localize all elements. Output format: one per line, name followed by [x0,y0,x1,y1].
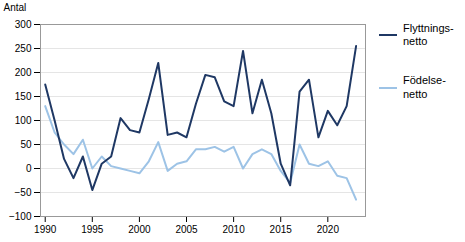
svg-text:2005: 2005 [175,224,198,235]
svg-text:200: 200 [15,67,32,78]
svg-text:250: 250 [15,43,32,54]
svg-text:150: 150 [15,91,32,102]
svg-text:100: 100 [15,115,32,126]
svg-text:1990: 1990 [34,224,57,235]
html-text:Födelse- netto: Födelse- netto [403,74,446,100]
svg-text:300: 300 [15,19,32,30]
html-text:Flyttnings- netto: Flyttnings- netto [403,22,454,48]
svg-text:−50: −50 [15,187,32,198]
svg-text:50: 50 [20,139,32,150]
svg-text:−100: −100 [9,211,32,222]
svg-text:Antal: Antal [4,2,27,13]
svg-text:2000: 2000 [128,224,151,235]
svg-text:2015: 2015 [270,224,293,235]
svg-text:2020: 2020 [317,224,340,235]
svg-text:0: 0 [26,163,32,174]
svg-text:2010: 2010 [222,224,245,235]
svg-text:1995: 1995 [81,224,104,235]
